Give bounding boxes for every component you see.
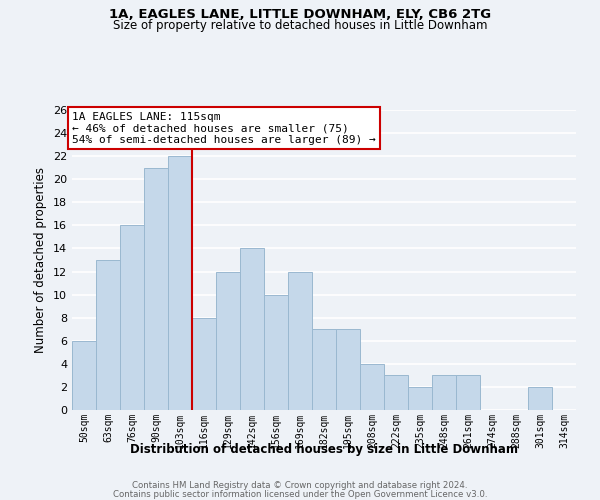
- Bar: [192, 318, 216, 410]
- Text: Size of property relative to detached houses in Little Downham: Size of property relative to detached ho…: [113, 19, 487, 32]
- Bar: [144, 168, 168, 410]
- Bar: [288, 272, 312, 410]
- Y-axis label: Number of detached properties: Number of detached properties: [34, 167, 47, 353]
- Bar: [312, 329, 336, 410]
- Bar: [528, 387, 552, 410]
- Bar: [408, 387, 432, 410]
- Bar: [120, 226, 144, 410]
- Bar: [360, 364, 384, 410]
- Text: 1A EAGLES LANE: 115sqm
← 46% of detached houses are smaller (75)
54% of semi-det: 1A EAGLES LANE: 115sqm ← 46% of detached…: [72, 112, 376, 144]
- Bar: [72, 341, 96, 410]
- Text: Contains HM Land Registry data © Crown copyright and database right 2024.: Contains HM Land Registry data © Crown c…: [132, 481, 468, 490]
- Bar: [336, 329, 360, 410]
- Bar: [384, 376, 408, 410]
- Bar: [96, 260, 120, 410]
- Bar: [168, 156, 192, 410]
- Bar: [456, 376, 480, 410]
- Bar: [216, 272, 240, 410]
- Bar: [432, 376, 456, 410]
- Text: Contains public sector information licensed under the Open Government Licence v3: Contains public sector information licen…: [113, 490, 487, 499]
- Bar: [264, 294, 288, 410]
- Text: Distribution of detached houses by size in Little Downham: Distribution of detached houses by size …: [130, 442, 518, 456]
- Text: 1A, EAGLES LANE, LITTLE DOWNHAM, ELY, CB6 2TG: 1A, EAGLES LANE, LITTLE DOWNHAM, ELY, CB…: [109, 8, 491, 20]
- Bar: [240, 248, 264, 410]
